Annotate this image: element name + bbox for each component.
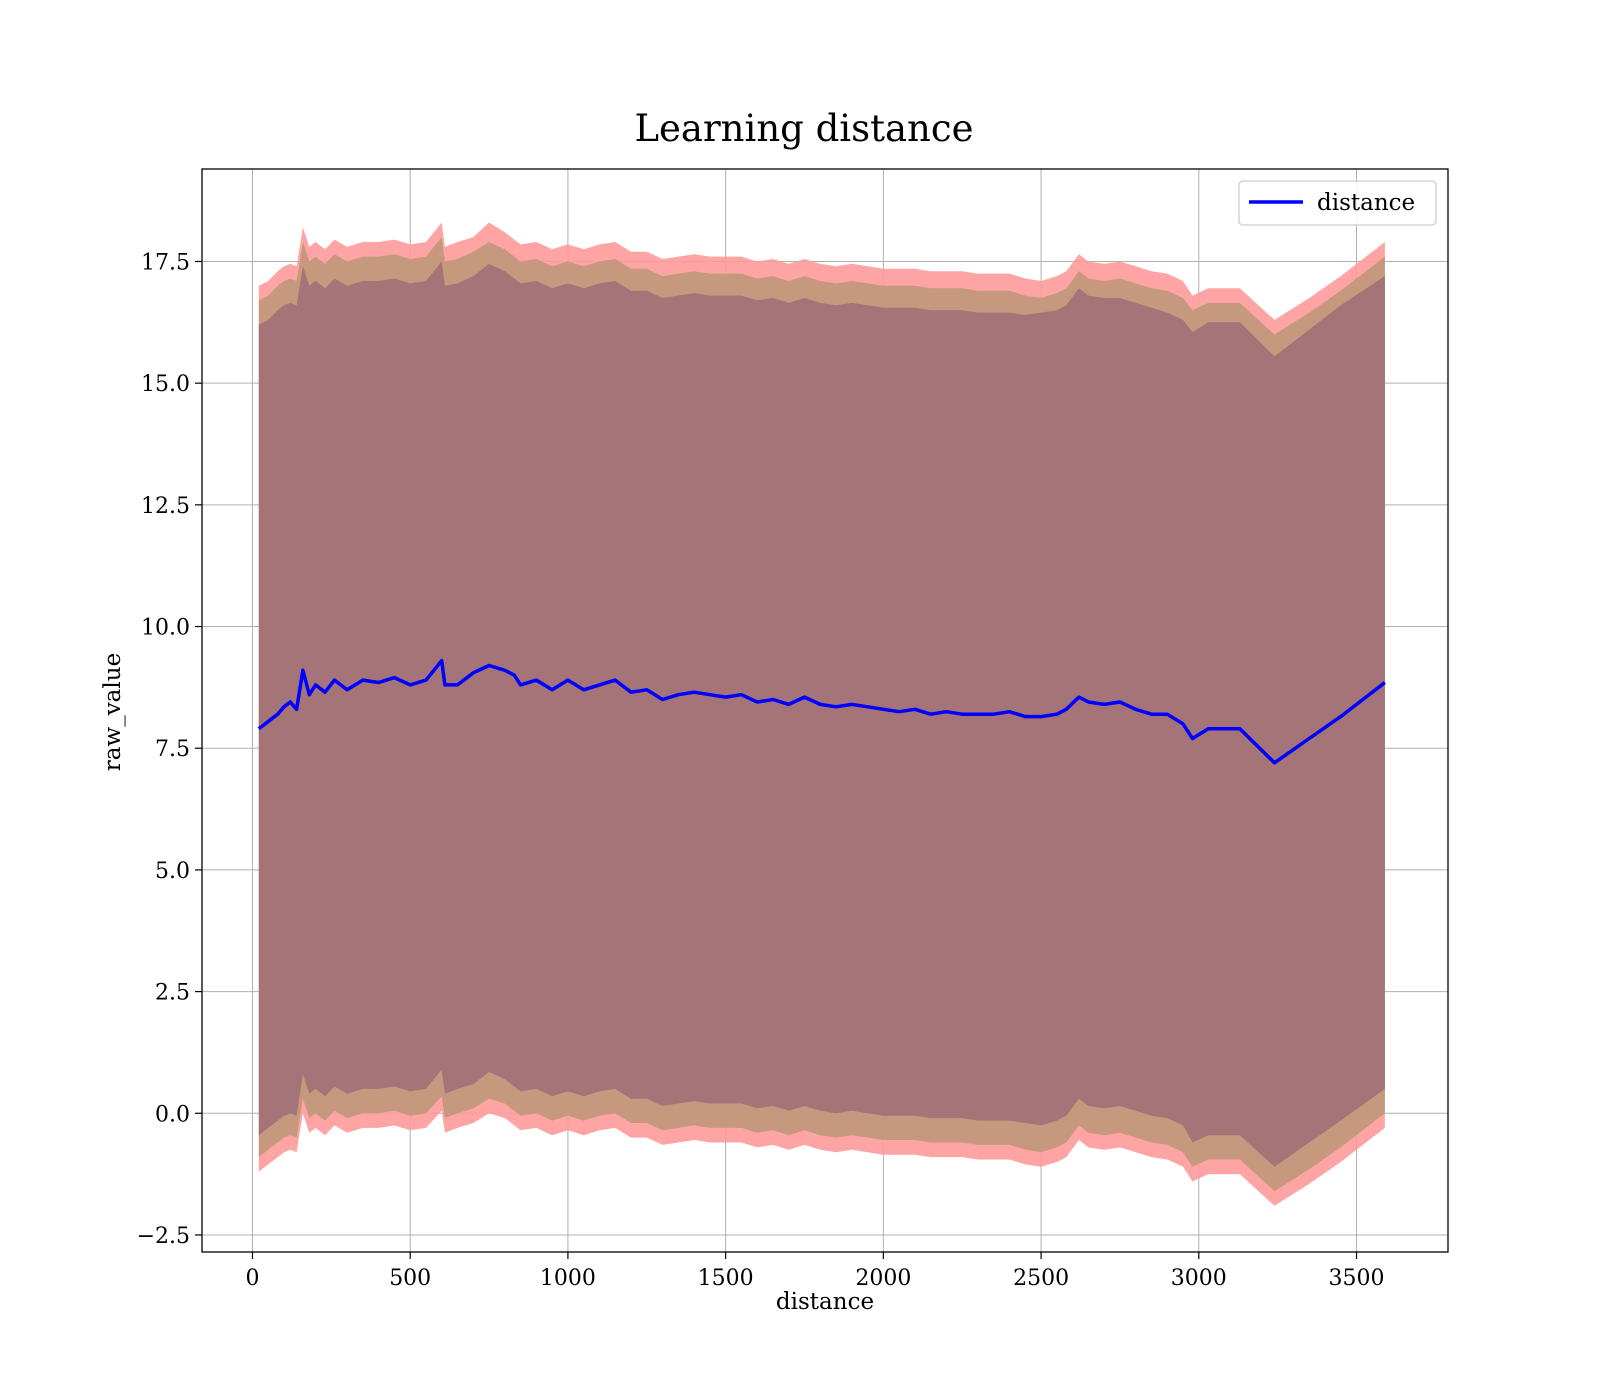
legend: distance <box>1238 180 1437 226</box>
y-axis: −2.5 0.0 2.5 5.0 7.5 10.0 12.5 15.0 17.5 <box>137 250 202 1249</box>
legend-entry-distance: distance <box>1317 190 1415 216</box>
x-tick-label: 1500 <box>698 1266 754 1291</box>
y-tick-label: 17.5 <box>141 250 190 275</box>
x-tick-label: 1000 <box>540 1266 596 1291</box>
chart-title: Learning distance <box>634 107 973 150</box>
x-tick-label: 500 <box>389 1266 431 1291</box>
x-axis-label: distance <box>776 1289 874 1315</box>
plot-frame <box>201 168 1449 1253</box>
y-tick-label: 0.0 <box>155 1102 190 1127</box>
inner-band <box>258 261 1385 1167</box>
x-tick-label: 3000 <box>1171 1266 1227 1291</box>
y-tick-label: 15.0 <box>141 372 190 397</box>
series-lines <box>257 658 1386 765</box>
confidence-bands <box>258 222 1385 1206</box>
legend-box <box>1238 180 1437 226</box>
x-tick-label: 3500 <box>1329 1266 1385 1291</box>
y-tick-label: 10.0 <box>141 616 190 641</box>
y-tick-label: −2.5 <box>137 1224 190 1249</box>
y-axis-label: raw_value <box>100 653 126 771</box>
x-tick-label: 2500 <box>1013 1266 1069 1291</box>
y-tick-label: 5.0 <box>155 859 190 884</box>
y-tick-label: 7.5 <box>155 737 190 762</box>
x-tick-label: 2000 <box>855 1266 911 1291</box>
series-line-distance <box>257 658 1386 765</box>
x-tick-label: 0 <box>245 1266 259 1291</box>
y-tick-label: 2.5 <box>155 981 190 1006</box>
x-axis: 0 500 1000 1500 2000 2500 3000 3500 <box>245 1252 1385 1291</box>
y-tick-label: 12.5 <box>141 494 190 519</box>
